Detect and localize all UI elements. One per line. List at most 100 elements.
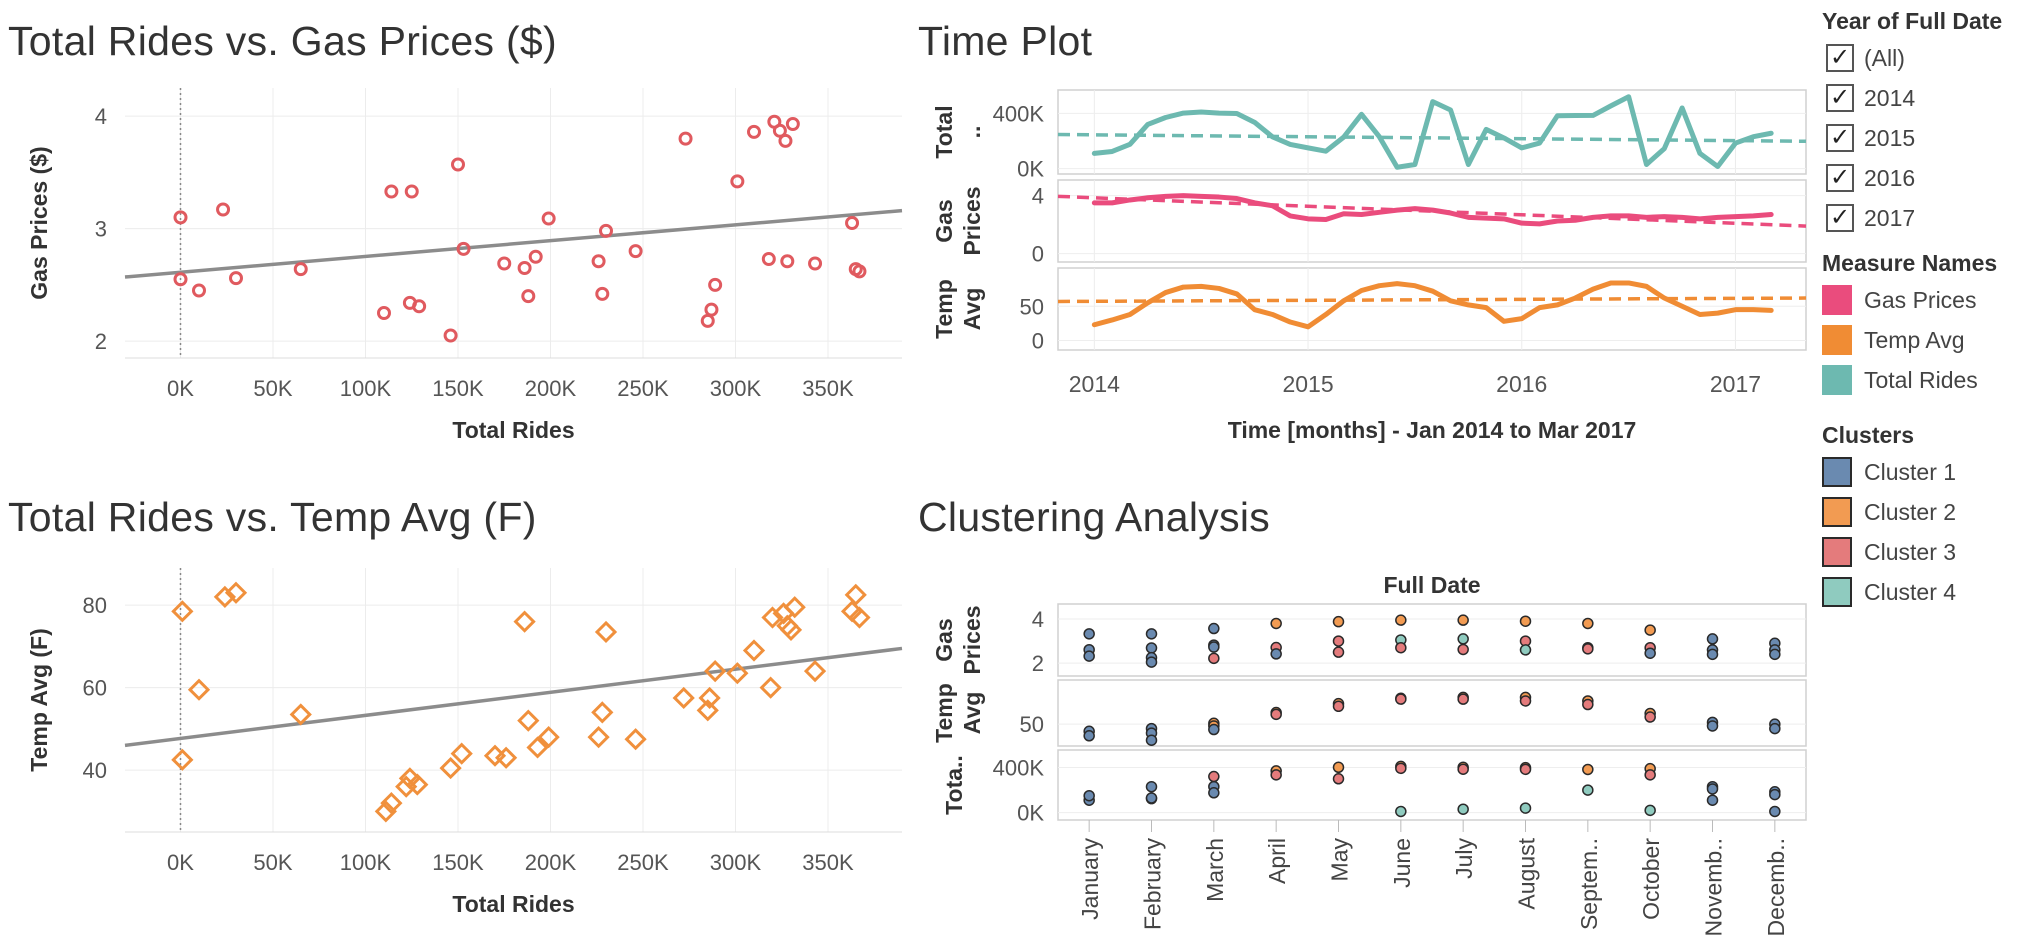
cluster-point bbox=[1644, 804, 1656, 817]
legend-swatch bbox=[1822, 497, 1852, 527]
cluster-point bbox=[1145, 792, 1158, 804]
cluster-point bbox=[1145, 734, 1158, 746]
data-point bbox=[412, 299, 427, 314]
data-point bbox=[171, 748, 194, 771]
x-tick-label: 100K bbox=[340, 850, 392, 875]
y-tick-label: 400K bbox=[993, 101, 1045, 126]
checkbox-icon[interactable]: ✓ bbox=[1826, 204, 1854, 232]
year-filter-item[interactable]: ✓ 2016 bbox=[1822, 158, 2020, 198]
row-axis-label: Avg bbox=[959, 692, 985, 735]
y-tick-label: 4 bbox=[95, 104, 107, 129]
cluster-point bbox=[1644, 769, 1656, 781]
cluster-point bbox=[1332, 646, 1345, 658]
x-tick-label: Novemb.. bbox=[1701, 838, 1727, 936]
data-point bbox=[216, 202, 231, 217]
cluster-point bbox=[1395, 641, 1407, 654]
data-point bbox=[541, 211, 556, 226]
data-point bbox=[780, 254, 795, 269]
cluster-point bbox=[1208, 652, 1220, 665]
cluster-point bbox=[1395, 805, 1407, 818]
cluster-point bbox=[1706, 648, 1719, 661]
cluster-point bbox=[1083, 730, 1095, 742]
year-filter-label: 2015 bbox=[1864, 124, 1916, 151]
measure-legend-label: Total Rides bbox=[1864, 366, 1978, 393]
x-tick-label: 0K bbox=[167, 376, 194, 401]
data-point bbox=[785, 117, 800, 131]
cluster-point bbox=[1270, 769, 1282, 781]
x-tick-label: April bbox=[1264, 838, 1290, 884]
y-tick-label: 4 bbox=[1032, 184, 1044, 209]
data-point bbox=[494, 746, 518, 769]
band-frame bbox=[1057, 679, 1807, 747]
y-tick-label: 50 bbox=[1020, 294, 1044, 319]
cluster-point bbox=[1395, 762, 1407, 775]
chart-title-gas: Total Rides vs. Gas Prices ($) bbox=[8, 18, 557, 64]
y-tick-label: 2 bbox=[95, 329, 107, 354]
year-filter-item[interactable]: ✓ 2014 bbox=[1822, 78, 2020, 118]
x-tick-label: 250K bbox=[617, 850, 669, 875]
data-point bbox=[406, 773, 429, 796]
x-tick-label: 100K bbox=[340, 376, 392, 401]
cluster-point bbox=[1457, 633, 1469, 645]
x-tick-label: 200K bbox=[525, 376, 577, 401]
cluster-point bbox=[1582, 698, 1594, 711]
cluster-point bbox=[1519, 644, 1532, 656]
cluster-legend-item: Cluster 4 bbox=[1822, 572, 2020, 612]
legend-swatch bbox=[1822, 285, 1852, 315]
data-point bbox=[456, 241, 471, 256]
cluster-point bbox=[1145, 628, 1158, 640]
row-axis-label: Prices bbox=[959, 605, 985, 674]
cluster-point bbox=[1582, 784, 1594, 796]
year-filter-item[interactable]: ✓ 2017 bbox=[1822, 198, 2020, 238]
year-filter-item[interactable]: ✓ 2015 bbox=[1822, 118, 2020, 158]
year-filter-item[interactable]: ✓ (All) bbox=[1822, 38, 2020, 78]
data-point bbox=[700, 313, 715, 328]
x-axis-label: Total Rides bbox=[452, 891, 574, 917]
data-point bbox=[772, 123, 787, 138]
data-point bbox=[761, 606, 784, 629]
y-tick-label: 3 bbox=[95, 217, 107, 242]
x-tick-label: 300K bbox=[710, 376, 762, 401]
data-point bbox=[528, 249, 543, 264]
checkbox-icon[interactable]: ✓ bbox=[1826, 44, 1854, 72]
trend-line bbox=[1057, 296, 1807, 304]
measure-legend-title: Measure Names bbox=[1822, 250, 1998, 276]
x-tick-label: 250K bbox=[617, 376, 669, 401]
cluster-point bbox=[1769, 648, 1781, 661]
data-point bbox=[526, 736, 549, 759]
data-point bbox=[808, 256, 823, 271]
legend-swatch bbox=[1822, 457, 1852, 487]
x-tick-label: Septem.. bbox=[1576, 838, 1602, 930]
y-tick-label: 0K bbox=[1017, 801, 1044, 826]
series-line bbox=[1091, 193, 1774, 227]
data-point bbox=[374, 800, 397, 823]
data-point bbox=[443, 328, 458, 343]
cluster-point bbox=[1457, 614, 1469, 626]
cluster-point bbox=[1270, 648, 1282, 660]
x-tick-label: 300K bbox=[710, 850, 762, 875]
series-axis-label: Gas bbox=[931, 199, 957, 242]
data-point bbox=[224, 581, 248, 604]
cluster-legend-item: Cluster 3 bbox=[1822, 532, 2020, 572]
cluster-point bbox=[1208, 641, 1220, 653]
data-point bbox=[704, 660, 727, 683]
cluster-legend: Clusters Cluster 1 Cluster 2 Cluster 3 Clus… bbox=[1822, 418, 2020, 612]
x-tick-label: 350K bbox=[802, 850, 854, 875]
data-point bbox=[594, 620, 618, 644]
data-point bbox=[779, 618, 803, 641]
cluster-point bbox=[1083, 650, 1095, 662]
checkbox-icon[interactable]: ✓ bbox=[1826, 124, 1854, 152]
data-point bbox=[192, 283, 206, 298]
y-tick-label: 0K bbox=[1017, 157, 1044, 182]
data-point bbox=[672, 686, 695, 710]
x-tick-label: 50K bbox=[253, 850, 292, 875]
trend-line bbox=[1057, 194, 1807, 228]
data-point bbox=[595, 286, 610, 301]
cluster-legend-item: Cluster 2 bbox=[1822, 492, 2020, 532]
checkbox-icon[interactable]: ✓ bbox=[1826, 164, 1854, 192]
cluster-point bbox=[1208, 622, 1220, 635]
x-tick-label: August bbox=[1514, 837, 1540, 909]
data-point bbox=[293, 262, 308, 277]
cluster-point bbox=[1395, 614, 1407, 626]
checkbox-icon[interactable]: ✓ bbox=[1826, 84, 1854, 112]
